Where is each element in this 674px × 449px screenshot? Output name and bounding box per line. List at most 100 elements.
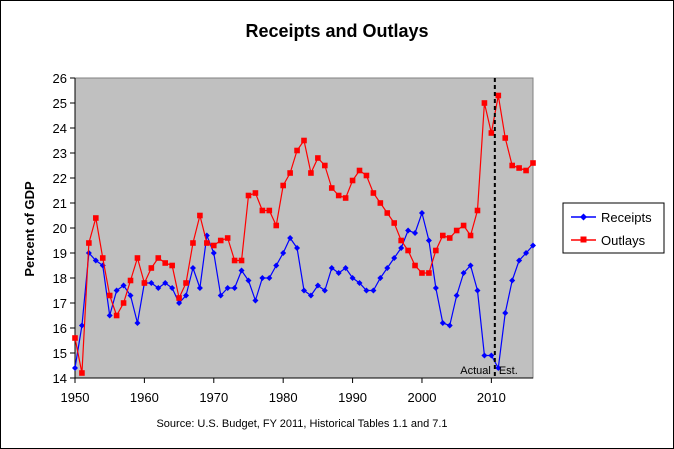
data-point-receipts <box>294 245 301 251</box>
y-tick-label: 14 <box>53 371 67 386</box>
data-point-receipts <box>307 292 314 299</box>
data-point-outlays <box>169 262 175 269</box>
data-point-receipts <box>425 237 432 244</box>
legend-box <box>562 202 665 254</box>
data-point-outlays <box>481 100 488 106</box>
data-point-receipts <box>106 312 113 319</box>
data-point-receipts <box>238 267 245 274</box>
data-point-outlays <box>363 172 370 179</box>
y-tick-label: 22 <box>53 171 67 186</box>
data-point-outlays <box>426 270 432 276</box>
y-axis-label: Percent of GDP <box>22 181 37 277</box>
data-point-outlays <box>93 215 99 221</box>
data-point-outlays <box>405 247 411 254</box>
source-note: Source: U.S. Budget, FY 2011, Historical… <box>156 418 447 430</box>
data-point-receipts <box>127 292 134 299</box>
data-point-receipts <box>169 285 176 291</box>
data-point-outlays <box>467 232 474 239</box>
x-tick-label: 1950 <box>61 390 90 405</box>
data-point-outlays <box>120 300 127 306</box>
data-point-receipts <box>377 275 384 281</box>
data-point-receipts <box>287 235 294 241</box>
data-point-receipts <box>363 287 370 294</box>
x-tick-label: 1990 <box>338 390 367 405</box>
data-point-outlays <box>322 162 328 169</box>
series-receipts <box>72 210 536 371</box>
data-point-receipts <box>231 285 238 291</box>
data-point-outlays <box>474 207 481 214</box>
data-point-receipts <box>148 280 155 286</box>
series-outlays <box>72 92 536 376</box>
data-point-receipts <box>259 275 266 281</box>
y-tick-label: 18 <box>53 271 67 286</box>
data-point-outlays <box>127 277 134 284</box>
y-axis: 14 15 16 17 18 19 20 21 22 23 24 25 26 <box>53 71 76 386</box>
data-point-outlays <box>86 240 92 246</box>
data-point-outlays <box>308 170 314 176</box>
data-point-outlays <box>419 270 425 276</box>
y-tick-label: 16 <box>53 321 67 336</box>
data-point-outlays <box>398 237 404 244</box>
data-point-receipts <box>273 262 280 269</box>
data-point-receipts <box>516 257 523 264</box>
x-tick-label: 1980 <box>269 390 298 405</box>
data-point-receipts <box>530 242 536 249</box>
x-axis: 1950 1960 1970 1980 1990 2000 2010 <box>61 377 533 405</box>
data-point-outlays <box>315 155 321 161</box>
data-point-receipts <box>301 287 307 294</box>
data-point-outlays <box>433 247 439 254</box>
data-point-receipts <box>467 262 474 269</box>
x-tick-label: 1970 <box>199 390 228 405</box>
data-point-receipts <box>418 210 425 216</box>
data-point-receipts <box>72 365 78 371</box>
data-point-receipts <box>335 270 342 276</box>
estimate-label: Est. <box>499 365 518 377</box>
legend: Receipts Outlays <box>562 202 665 254</box>
data-point-receipts <box>210 250 217 256</box>
y-tick-label: 17 <box>53 296 67 311</box>
data-point-receipts <box>266 275 273 281</box>
data-point-receipts <box>113 287 120 294</box>
data-point-outlays <box>530 160 536 166</box>
data-point-receipts <box>432 285 439 291</box>
data-point-outlays <box>176 295 182 301</box>
actual-label: Actual <box>460 365 491 377</box>
data-point-receipts <box>349 275 356 281</box>
chart-title: Receipts and Outlays <box>245 21 428 41</box>
data-point-receipts <box>155 285 162 291</box>
data-point-receipts <box>196 285 203 291</box>
data-point-receipts <box>370 287 377 294</box>
data-point-receipts <box>280 250 287 256</box>
data-point-outlays <box>224 235 231 241</box>
data-point-receipts <box>439 320 446 326</box>
y-tick-label: 26 <box>53 71 67 86</box>
data-point-outlays <box>495 92 502 99</box>
legend-marker-outlays <box>580 236 587 243</box>
data-point-receipts <box>405 227 412 234</box>
data-point-outlays <box>328 185 335 191</box>
data-point-receipts <box>189 265 196 271</box>
data-point-outlays <box>245 192 252 199</box>
data-point-outlays <box>266 207 273 214</box>
data-point-outlays <box>294 147 300 154</box>
data-point-outlays <box>377 200 384 206</box>
data-point-outlays <box>516 165 522 171</box>
data-point-outlays <box>384 210 391 216</box>
data-point-outlays <box>439 232 446 239</box>
legend-label-receipts: Receipts <box>601 210 652 225</box>
y-tick-label: 21 <box>53 196 67 211</box>
data-point-receipts <box>321 287 328 294</box>
data-point-receipts <box>391 255 398 261</box>
data-point-outlays <box>155 255 162 261</box>
data-point-outlays <box>217 237 224 244</box>
data-point-outlays <box>259 207 266 214</box>
data-point-receipts <box>162 280 169 286</box>
data-point-outlays <box>287 170 293 176</box>
data-point-outlays <box>162 260 169 266</box>
data-point-receipts <box>384 265 391 271</box>
data-point-outlays <box>148 265 155 271</box>
data-point-receipts <box>460 270 467 276</box>
data-point-outlays <box>190 240 196 246</box>
data-point-outlays <box>488 130 495 136</box>
data-point-receipts <box>356 280 363 286</box>
